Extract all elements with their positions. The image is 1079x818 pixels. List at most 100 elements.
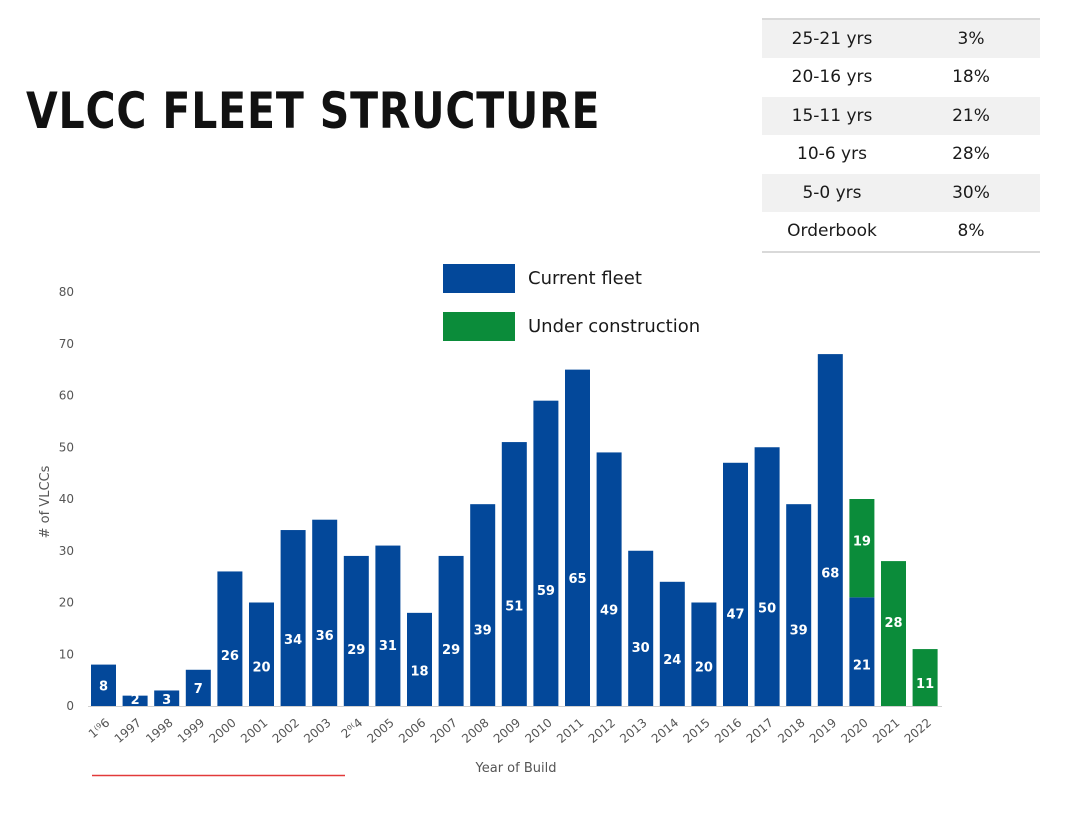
bar-current-fleet	[343, 555, 369, 706]
y-tick-label: 0	[66, 699, 74, 713]
legend-label-current-fleet: Current fleet	[528, 268, 642, 289]
bar-current-fleet	[217, 571, 243, 706]
bar-value-label: 29	[347, 643, 365, 658]
bar-current-fleet	[438, 555, 464, 706]
bar-value-label: 34	[284, 633, 302, 648]
bar-value-label: 36	[316, 629, 334, 644]
bar-current-fleet	[628, 550, 654, 706]
y-tick-label: 70	[59, 337, 74, 351]
bar-value-label: 65	[568, 572, 586, 587]
age-bracket: 15-11 yrs	[762, 96, 902, 135]
x-tick-label: 2019	[807, 716, 839, 746]
age-table-row: 10-6 yrs 28%	[762, 135, 1040, 174]
bar-current-fleet	[185, 669, 211, 706]
bar-current-fleet	[659, 581, 685, 706]
bar-value-label: 29	[442, 643, 460, 658]
bar-value-label: 18	[410, 665, 428, 680]
x-tick-label: 2002	[270, 716, 302, 746]
age-share: 30%	[902, 173, 1040, 212]
x-tick-label: 2016	[712, 716, 744, 746]
x-tick-label: 1⁽⁹6	[86, 716, 113, 742]
y-tick-label: 10	[59, 647, 74, 661]
bar-value-label: 26	[221, 649, 239, 664]
bar-value-label: 24	[663, 653, 681, 668]
age-distribution-table: 25-21 yrs 3% 20-16 yrs 18% 15-11 yrs 21% 10-6 …	[762, 18, 1040, 253]
bar-value-label: 21	[853, 659, 871, 674]
bar-value-label: 59	[537, 584, 555, 599]
y-tick-label: 60	[59, 389, 74, 403]
bar-current-fleet	[122, 695, 148, 706]
legend-swatch-current-fleet	[443, 264, 515, 293]
age-share: 21%	[902, 96, 1040, 135]
legend-swatch-under-construction	[443, 312, 515, 341]
x-tick-label: 2006	[396, 716, 428, 746]
age-table-row: Orderbook 8%	[762, 212, 1040, 251]
y-tick-label: 40	[59, 492, 74, 506]
y-tick-label: 20	[59, 596, 74, 610]
age-share: 28%	[952, 144, 990, 165]
x-tick-label: 1999	[175, 716, 207, 746]
x-tick-label: 2008	[459, 716, 491, 746]
bar-current-fleet	[501, 442, 527, 706]
bar-current-fleet	[407, 612, 432, 706]
x-tick-label: 2014	[649, 716, 681, 746]
bar-value-label: 11	[916, 677, 934, 692]
age-table-row: 15-11 yrs 21%	[762, 96, 1040, 135]
bar-value-label: 3	[162, 693, 171, 708]
age-bracket: 25-21 yrs	[762, 20, 902, 58]
bar-value-label: 19	[853, 534, 871, 549]
bar-under-construction	[881, 561, 906, 706]
x-tick-label: 2012	[586, 716, 618, 746]
bar-value-label: 28	[884, 616, 902, 631]
bar-current-fleet	[249, 602, 274, 706]
x-tick-label: 2000	[206, 716, 238, 746]
bar-current-fleet	[91, 664, 116, 706]
bar-value-label: 31	[379, 639, 397, 654]
bar-current-fleet	[533, 400, 559, 706]
x-tick-label: 1997	[112, 716, 144, 746]
x-tick-label: 2017	[744, 716, 776, 746]
age-table-row: 25-21 yrs 3%	[762, 20, 1040, 58]
bar-current-fleet	[754, 447, 780, 706]
y-axis-label: # of VLCCs	[38, 465, 53, 538]
x-tick-label: 2015	[680, 716, 712, 746]
age-share: 3%	[902, 20, 1040, 58]
bar-value-label: 49	[600, 604, 618, 619]
bar-value-label: 2	[131, 693, 140, 708]
page-title: VLCC FLEET STRUCTURE	[26, 82, 601, 140]
bar-value-label: 30	[632, 641, 650, 656]
age-bracket: 20-16 yrs	[791, 67, 873, 88]
bar-current-fleet	[849, 597, 875, 706]
x-tick-label: 2005	[364, 716, 396, 746]
x-tick-label: 2013	[617, 716, 649, 746]
x-tick-label: 2010	[522, 716, 554, 746]
bar-current-fleet	[312, 519, 338, 706]
x-axis-label: Year of Build	[475, 761, 557, 776]
x-tick-label: 2020	[838, 716, 870, 746]
y-tick-label: 80	[59, 285, 74, 299]
bar-value-label: 39	[474, 623, 492, 638]
x-tick-label: 2003	[301, 716, 333, 746]
bar-value-label: 7	[194, 682, 203, 697]
x-tick-label: 2022	[902, 716, 934, 746]
x-tick-label: 2001	[238, 716, 270, 746]
bar-value-label: 20	[252, 661, 270, 676]
bar-current-fleet	[375, 545, 401, 706]
x-tick-label: 2018	[775, 716, 807, 746]
x-tick-label: 2009	[491, 716, 523, 746]
bar-current-fleet	[280, 530, 306, 706]
bar-value-label: 47	[726, 608, 744, 623]
bar-current-fleet	[723, 462, 748, 706]
bar-value-label: 68	[821, 566, 839, 581]
bar-under-construction	[912, 649, 938, 706]
legend-label-under-construction: Under construction	[528, 316, 700, 337]
bar-value-label: 51	[505, 600, 523, 615]
y-tick-label: 30	[59, 544, 74, 558]
bar-current-fleet	[565, 369, 590, 706]
bar-value-label: 50	[758, 602, 776, 617]
x-tick-label: 2⁰⁽4	[339, 716, 366, 742]
x-tick-label: 2011	[554, 716, 586, 746]
bar-current-fleet	[470, 504, 496, 706]
age-bracket: Orderbook	[787, 221, 877, 242]
